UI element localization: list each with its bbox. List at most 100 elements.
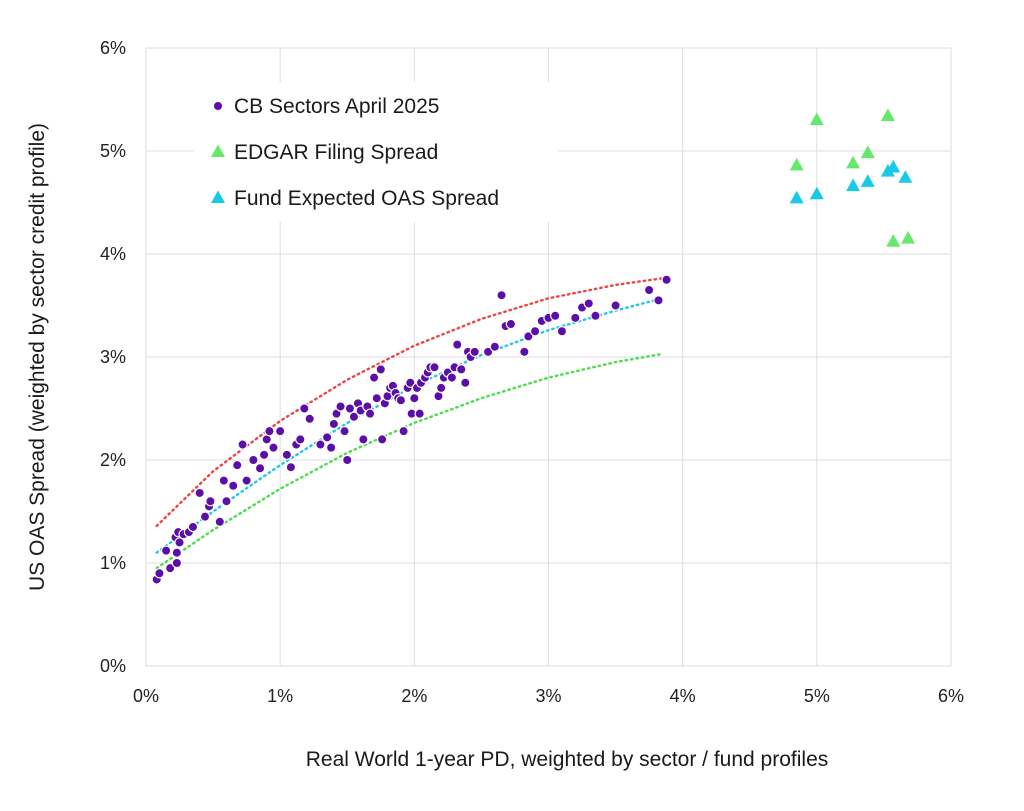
data-point — [187, 521, 199, 533]
data-point — [364, 408, 376, 419]
data-point — [237, 439, 248, 450]
data-point — [154, 568, 165, 579]
x-axis-title: Real World 1-year PD, weighted by sector… — [306, 748, 829, 771]
data-point — [325, 442, 337, 453]
trendline-upper — [155, 276, 668, 528]
y-tick-label: 3% — [100, 347, 126, 367]
data-point — [583, 298, 594, 309]
data-point — [264, 425, 275, 437]
series-2 — [789, 159, 913, 204]
data-point — [218, 475, 230, 486]
data-point-triangle — [886, 234, 901, 247]
data-point — [653, 295, 664, 306]
x-tick-label: 2% — [401, 686, 427, 706]
data-point — [570, 312, 581, 324]
legend-marker — [211, 144, 225, 157]
data-point — [205, 496, 216, 507]
data-point-triangle — [846, 155, 861, 169]
data-point — [241, 475, 252, 486]
data-point-triangle — [898, 170, 913, 183]
data-point — [505, 318, 517, 330]
data-point — [590, 310, 601, 321]
x-tick-label: 0% — [133, 686, 159, 706]
data-point — [376, 434, 388, 445]
data-point — [435, 382, 447, 394]
series-0 — [151, 274, 672, 585]
data-point-triangle — [860, 145, 875, 159]
data-point — [519, 346, 530, 358]
data-point — [368, 372, 380, 383]
y-tick-label: 2% — [100, 450, 126, 470]
legend-label: Fund Expected OAS Spread — [234, 187, 499, 210]
data-point — [469, 346, 480, 358]
data-point — [395, 395, 407, 406]
series-1 — [789, 108, 916, 247]
data-point — [321, 432, 333, 443]
legend-label: CB Sectors April 2025 — [234, 95, 439, 118]
data-point — [335, 401, 346, 412]
data-point — [228, 480, 239, 491]
data-point — [339, 425, 350, 437]
data-point — [304, 413, 315, 424]
data-point — [371, 393, 382, 404]
data-point — [194, 487, 205, 499]
y-tick-label: 1% — [100, 553, 126, 573]
data-point — [348, 411, 360, 422]
data-point — [299, 403, 310, 414]
data-point — [268, 442, 279, 453]
y-tick-label: 5% — [100, 141, 126, 161]
data-points — [151, 108, 916, 585]
data-point — [160, 545, 172, 556]
data-point-triangle — [789, 157, 804, 171]
data-point — [295, 434, 306, 445]
data-point — [342, 454, 353, 466]
data-point — [643, 284, 655, 296]
legend-label: EDGAR Filing Spread — [234, 141, 438, 164]
data-point — [456, 364, 467, 375]
data-point — [375, 364, 386, 375]
data-point-triangle — [901, 231, 916, 244]
data-point — [452, 339, 463, 350]
trendlines — [155, 276, 668, 570]
data-point-triangle — [809, 112, 824, 126]
y-axis-title: US OAS Spread (weighted by sector credit… — [26, 123, 49, 591]
data-point — [164, 562, 176, 574]
trendline-lower — [155, 352, 664, 570]
data-point — [221, 496, 232, 507]
data-point — [610, 300, 621, 311]
y-tick-label: 4% — [100, 244, 126, 264]
data-point — [446, 372, 458, 383]
legend: CB Sectors April 2025 EDGAR Filing Spread… — [194, 82, 558, 222]
data-point — [232, 459, 243, 471]
data-point-triangle — [809, 186, 824, 200]
data-point-triangle — [880, 108, 895, 121]
data-point — [254, 463, 266, 474]
data-point — [274, 425, 286, 437]
data-point — [409, 393, 420, 404]
data-point — [285, 462, 297, 473]
x-tick-label: 5% — [804, 686, 830, 706]
data-point — [398, 425, 409, 437]
data-point — [358, 434, 369, 445]
data-point — [328, 418, 340, 430]
data-point — [214, 516, 225, 528]
y-tick-label: 6% — [100, 38, 126, 58]
data-point — [661, 274, 672, 285]
data-point-triangle — [789, 190, 804, 204]
data-point — [315, 439, 326, 450]
data-point — [460, 377, 471, 388]
x-tick-label: 4% — [670, 686, 696, 706]
x-tick-label: 1% — [267, 686, 293, 706]
data-point — [429, 362, 440, 373]
data-point — [489, 341, 501, 352]
data-point — [556, 326, 568, 337]
data-point — [496, 290, 507, 301]
data-point — [171, 557, 183, 569]
data-point — [523, 331, 534, 342]
data-point — [281, 449, 293, 461]
tick-labels: 0% 1% 2% 3% 4% 5% 6% 0% 1% 2% 3% 4% 5% 6% — [100, 38, 964, 706]
y-tick-label: 0% — [100, 656, 126, 676]
x-tick-label: 6% — [938, 686, 964, 706]
data-point — [405, 377, 416, 388]
